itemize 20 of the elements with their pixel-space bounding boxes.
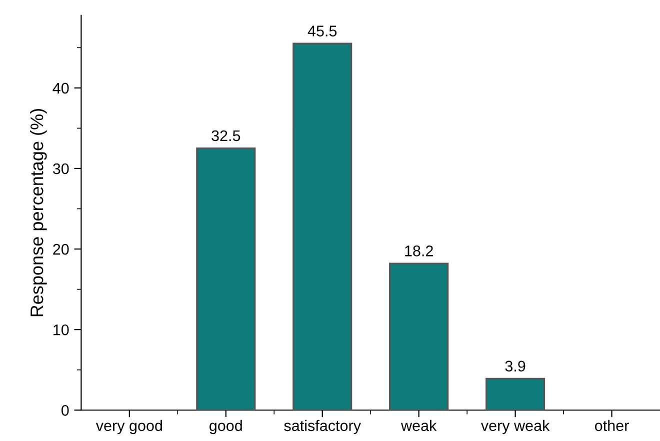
x-tick-label: good — [210, 420, 242, 434]
bar — [389, 262, 449, 410]
y-tick-label: 30 — [52, 163, 69, 174]
x-tick-label: other — [595, 420, 629, 432]
bar — [486, 378, 546, 410]
y-tick-label: 40 — [52, 82, 69, 94]
y-tick-label: 0 — [61, 405, 69, 416]
bar — [292, 42, 352, 410]
x-tick-label: very good — [96, 420, 162, 434]
data-label: 45.5 — [308, 26, 337, 36]
data-label: 3.9 — [505, 360, 526, 372]
x-tick-label: very weak — [480, 420, 550, 434]
y-axis-title: Response percentage (%) — [30, 109, 47, 316]
data-label: 32.5 — [212, 130, 240, 142]
y-tick-label: 10 — [54, 324, 69, 336]
x-tick-label: satisfactory — [284, 420, 361, 434]
bar — [196, 148, 256, 410]
data-label: 18.2 — [405, 246, 433, 256]
x-tick-label: weak — [400, 420, 437, 432]
y-tick-label: 20 — [53, 244, 69, 255]
